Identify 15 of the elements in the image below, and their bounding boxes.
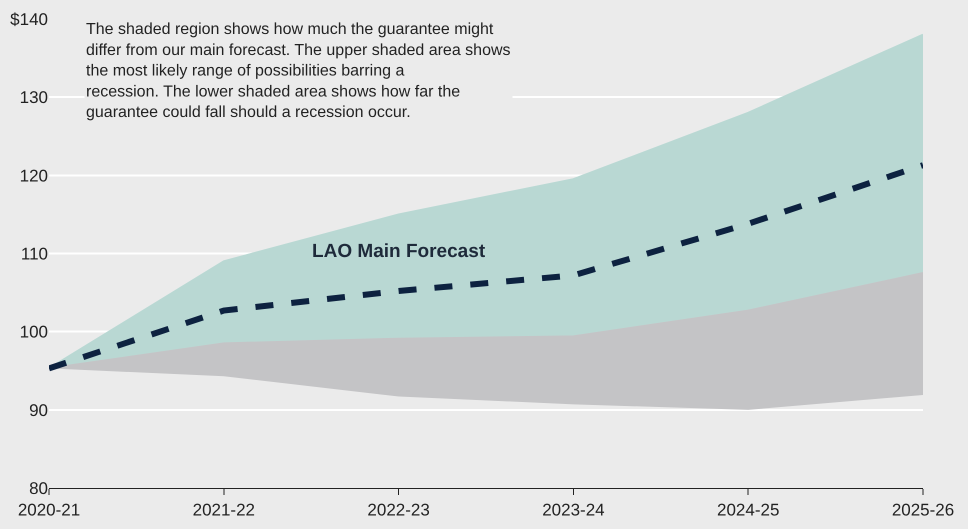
y-tick-label: $140	[10, 10, 48, 29]
y-tick-label: 120	[20, 166, 48, 186]
y-tick-label: 90	[29, 400, 48, 420]
series-label: LAO Main Forecast	[312, 241, 486, 262]
y-tick-label: 110	[20, 244, 48, 264]
x-tick-label: 2023-24	[542, 500, 605, 520]
x-tick-label: 2024-25	[717, 500, 780, 520]
x-tick-label: 2025-26	[892, 500, 954, 520]
y-tick-label: 80	[29, 478, 48, 498]
x-tick-label: 2020-21	[18, 500, 80, 520]
x-tick-label: 2022-23	[367, 500, 430, 520]
y-tick-label: 100	[20, 322, 48, 342]
annotation: The shaded region shows how much the guarantee might differ from our main forecast. The upper shaded area shows the most likely range of possibilities barring a recession. The lower shaded area shows how far the guarantee could fall should a recession occur.	[86, 21, 511, 122]
y-tick-label: 130	[20, 88, 48, 108]
x-tick-label: 2021-22	[192, 500, 255, 520]
